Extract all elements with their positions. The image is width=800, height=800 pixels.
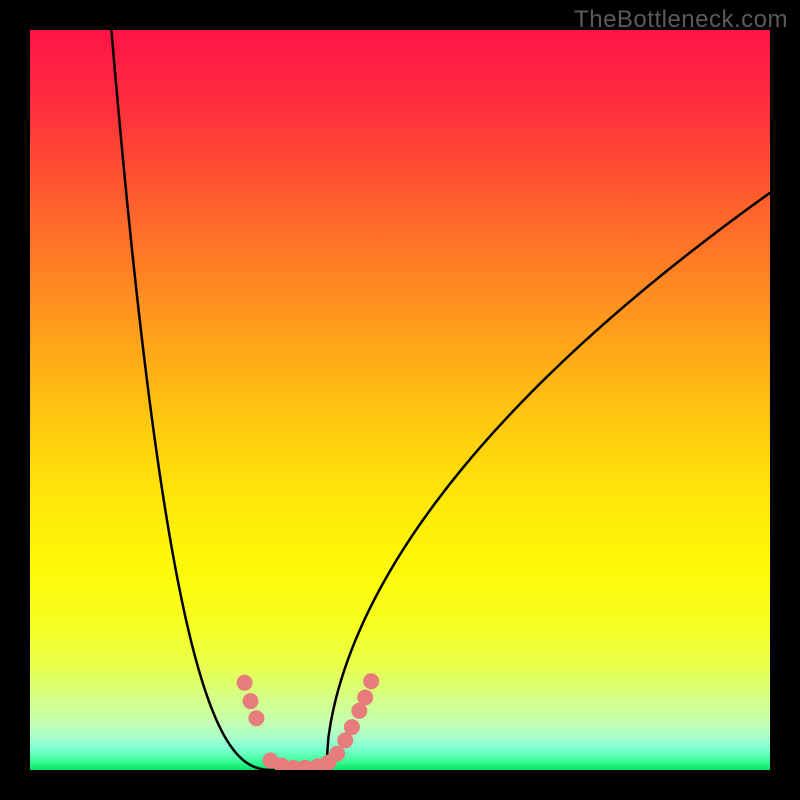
data-marker bbox=[357, 689, 373, 705]
data-marker bbox=[329, 746, 345, 762]
plot-area bbox=[30, 30, 770, 770]
data-marker bbox=[344, 719, 360, 735]
data-marker bbox=[363, 673, 379, 689]
data-marker bbox=[248, 710, 264, 726]
data-marker bbox=[237, 675, 253, 691]
gradient-background bbox=[30, 30, 770, 770]
data-marker bbox=[243, 693, 259, 709]
plot-svg bbox=[30, 30, 770, 770]
chart-frame: TheBottleneck.com bbox=[0, 0, 800, 800]
